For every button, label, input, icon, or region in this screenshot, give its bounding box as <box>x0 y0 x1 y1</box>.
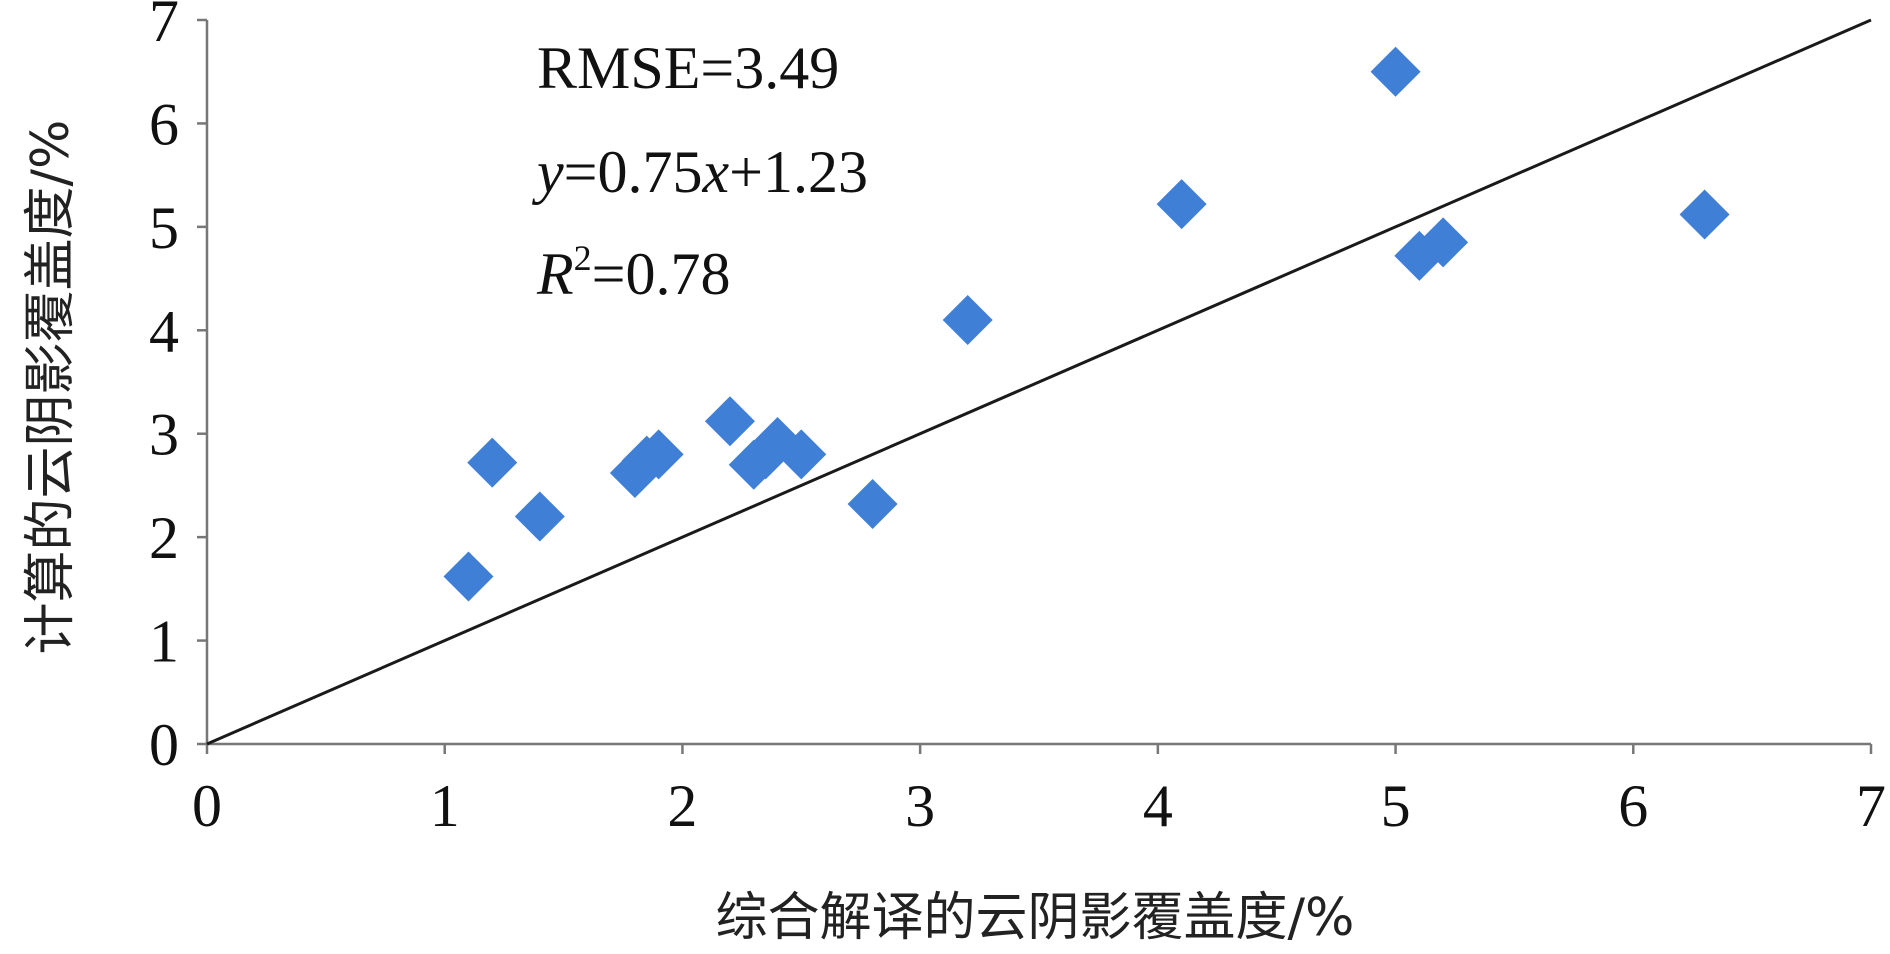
data-point <box>633 429 684 480</box>
data-point <box>847 479 898 530</box>
x-tick-labels: 0 1 2 3 4 5 6 7 <box>192 773 1886 839</box>
data-point <box>1156 179 1207 230</box>
y-tick-label: 6 <box>149 91 179 157</box>
regression-equation: y=0.75x+1.23 <box>531 139 868 205</box>
data-point <box>1418 217 1469 268</box>
x-tick-label: 6 <box>1618 773 1648 839</box>
y-tick-label: 0 <box>149 712 179 778</box>
y-tick-label: 1 <box>149 609 179 675</box>
data-point <box>467 437 518 488</box>
x-axis-title: 综合解译的云阴影覆盖度/% <box>716 888 1355 948</box>
rmse-annotation: RMSE=3.49 <box>537 35 839 101</box>
r-squared-annotation: R2=0.78 <box>536 238 731 307</box>
data-point <box>942 294 993 345</box>
y-axis-title: 计算的云阴影覆盖度/% <box>21 120 81 655</box>
reference-line <box>206 18 1872 746</box>
data-point <box>776 429 827 480</box>
data-point <box>704 396 755 447</box>
y-tick-label: 3 <box>149 402 179 468</box>
x-tick-label: 4 <box>1143 773 1173 839</box>
data-points <box>443 46 1730 602</box>
data-point <box>514 491 565 542</box>
x-tick-label: 3 <box>905 773 935 839</box>
y-tick-label: 2 <box>149 505 179 571</box>
x-tick-label: 2 <box>667 773 697 839</box>
y-tick-label: 5 <box>149 195 179 261</box>
y-tick-labels: 0 1 2 3 4 5 6 7 <box>149 0 179 778</box>
x-tick-label: 0 <box>192 773 222 839</box>
y-tick-label: 7 <box>149 0 179 54</box>
x-tick-label: 7 <box>1856 773 1886 839</box>
data-point <box>1370 46 1421 97</box>
data-point <box>1679 189 1730 240</box>
x-tick-label: 5 <box>1381 773 1411 839</box>
axes <box>197 18 1873 754</box>
y-tick-label: 4 <box>149 298 179 364</box>
data-point <box>443 551 494 602</box>
x-tick-label: 1 <box>430 773 460 839</box>
